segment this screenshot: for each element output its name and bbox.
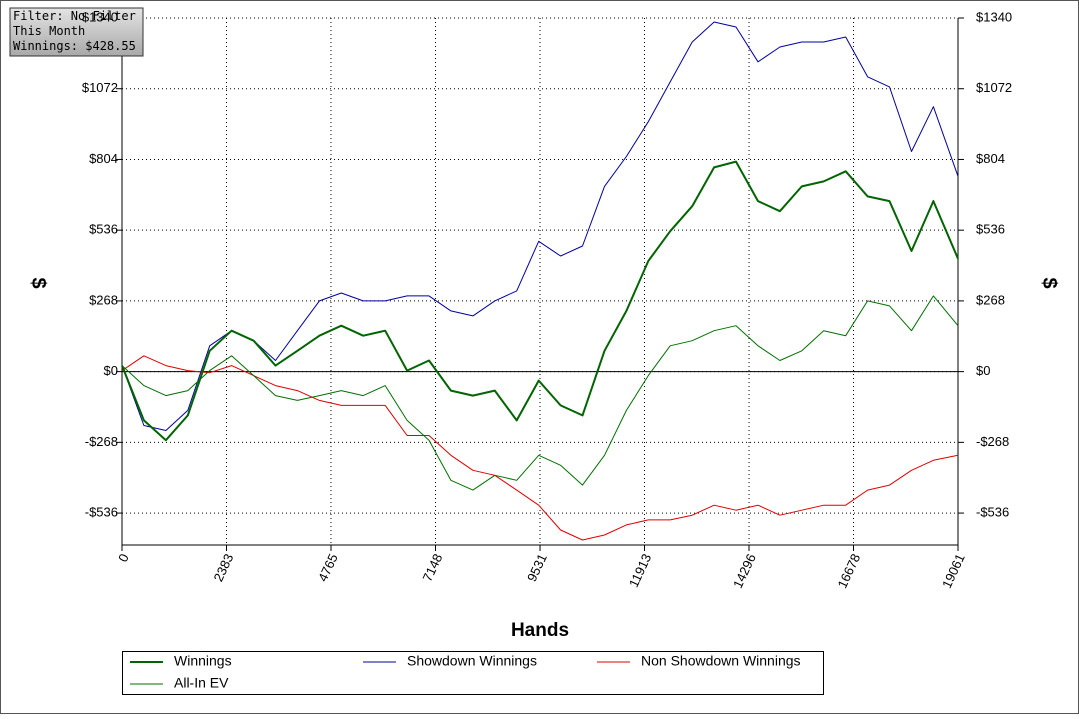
y-axis-label: $ [27, 277, 49, 288]
y2-axis-label: $ [1038, 277, 1060, 288]
legend-label: Winnings [174, 653, 232, 669]
y-tick-label: $536 [89, 222, 118, 237]
y2-tick-label: $1340 [976, 9, 1012, 24]
y-tick-label: $804 [89, 151, 118, 166]
series-line [121, 295, 959, 491]
y2-tick-label: $804 [976, 151, 1005, 166]
y2-tick-label: $1072 [976, 80, 1012, 95]
filter-text: Winnings: $428.55 [13, 39, 136, 53]
y-tick-label: -$268 [85, 434, 118, 449]
series-line [121, 21, 959, 431]
y-tick-label: $0 [104, 363, 118, 378]
y-tick-label: $1072 [82, 80, 118, 95]
filter-box [9, 7, 144, 57]
plot-area [116, 17, 964, 551]
y-tick-label: $1340 [82, 9, 118, 24]
y2-tick-label: $268 [976, 292, 1005, 307]
legend-label: Showdown Winnings [407, 653, 537, 669]
filter-text: This Month [13, 24, 85, 38]
series-line [121, 355, 959, 541]
legend-label: Non Showdown Winnings [641, 653, 801, 669]
legend [122, 651, 824, 695]
y2-tick-label: $536 [976, 222, 1005, 237]
legend-label: All-In EV [174, 675, 229, 691]
y2-tick-label: $0 [976, 363, 990, 378]
y-tick-label: $268 [89, 292, 118, 307]
y2-tick-label: -$536 [976, 505, 1009, 520]
y-tick-label: -$536 [85, 505, 118, 520]
filter-text: Filter: No Filter [13, 9, 136, 23]
x-axis-label: Hands [511, 620, 569, 641]
series-line [121, 160, 959, 442]
y2-tick-label: -$268 [976, 434, 1009, 449]
